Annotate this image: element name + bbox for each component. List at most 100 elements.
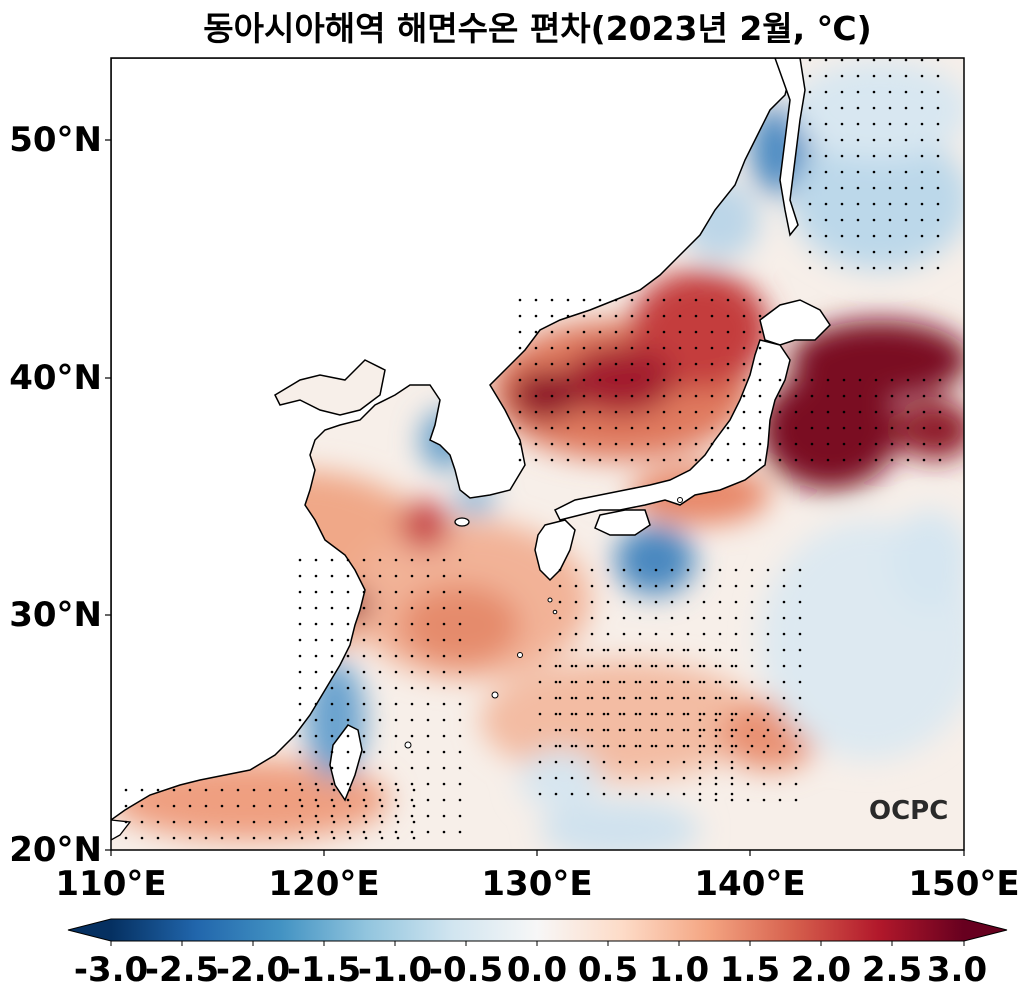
stipple-dot: [410, 670, 414, 674]
stipple-dot: [766, 632, 770, 636]
stipple-dot: [906, 426, 910, 430]
stipple-dot: [346, 670, 350, 674]
stipple-dot: [426, 638, 430, 642]
stipple-dot: [766, 712, 770, 716]
stipple-dot: [442, 686, 446, 690]
stipple-dot: [782, 632, 786, 636]
stipple-dot: [378, 638, 382, 642]
stipple-dot: [378, 718, 382, 722]
stipple-dot: [590, 600, 594, 604]
stipple-dot: [762, 766, 766, 770]
stipple-dot: [316, 820, 320, 824]
stipple-dot: [634, 728, 638, 732]
stipple-dot: [726, 394, 730, 398]
stipple-dot: [936, 186, 940, 190]
stipple-dot: [622, 680, 626, 684]
stipple-dot: [938, 458, 942, 462]
stipple-dot: [666, 648, 670, 652]
stipple-dot: [378, 622, 382, 626]
stipple-dot: [554, 760, 558, 764]
stipple-dot: [602, 664, 606, 668]
stipple-dot: [618, 760, 622, 764]
stipple-dot: [694, 410, 698, 414]
stipple-dot: [670, 712, 674, 716]
stipple-dot: [794, 410, 798, 414]
stipple-dot: [300, 788, 304, 792]
stipple-dot: [646, 298, 650, 302]
stipple-dot: [646, 442, 650, 446]
stipple-dot: [794, 734, 798, 738]
stipple-dot: [458, 638, 462, 642]
stipple-dot: [666, 776, 670, 780]
stipple-dot: [638, 584, 642, 588]
stipple-dot: [808, 58, 812, 62]
stipple-dot: [798, 664, 802, 668]
stipple-dot: [590, 648, 594, 652]
stipple-dot: [638, 648, 642, 652]
stipple-dot: [904, 266, 908, 270]
stipple-dot: [686, 680, 690, 684]
stipple-dot: [550, 394, 554, 398]
stipple-dot: [590, 568, 594, 572]
land-masses: [111, 58, 831, 841]
stipple-dot: [782, 728, 786, 732]
stipple-dot: [554, 776, 558, 780]
stipple-dot: [566, 346, 570, 350]
stipple-dot: [394, 798, 398, 802]
stipple-dot: [808, 170, 812, 174]
colorbar-tick: 1.5: [719, 950, 781, 990]
stipple-dot: [630, 442, 634, 446]
stipple-dot: [826, 410, 830, 414]
stipple-dot: [686, 728, 690, 732]
stipple-dot: [682, 776, 686, 780]
stipple-dot: [778, 426, 782, 430]
stipple-dot: [140, 836, 144, 840]
stipple-dot: [550, 330, 554, 334]
stipple-dot: [634, 664, 638, 668]
lat-tick-50n: 50°N: [9, 120, 102, 160]
stipple-dot: [574, 616, 578, 620]
stipple-dot: [662, 410, 666, 414]
stipple-dot: [904, 234, 908, 238]
stipple-dot: [920, 202, 924, 206]
stipple-dot: [606, 744, 610, 748]
stipple-dot: [718, 712, 722, 716]
stipple-dot: [654, 744, 658, 748]
stipple-dot: [936, 154, 940, 158]
stipple-dot: [710, 314, 714, 318]
stipple-dot: [618, 744, 622, 748]
stipple-dot: [646, 362, 650, 366]
stipple-dot: [252, 788, 256, 792]
stipple-dot: [646, 346, 650, 350]
stipple-dot: [686, 648, 690, 652]
stipple-dot: [442, 638, 446, 642]
stipple-dot: [670, 648, 674, 652]
stipple-dot: [840, 58, 844, 62]
stipple-dot: [566, 426, 570, 430]
stipple-dot: [590, 712, 594, 716]
stipple-dot: [590, 728, 594, 732]
stipple-dot: [590, 744, 594, 748]
stipple-dot: [686, 664, 690, 668]
stipple-dot: [702, 680, 706, 684]
stipple-dot: [650, 728, 654, 732]
stipple-dot: [710, 458, 714, 462]
stipple-dot: [906, 442, 910, 446]
stipple-dot: [618, 648, 622, 652]
stipple-dot: [426, 734, 430, 738]
stipple-dot: [824, 218, 828, 222]
stipple-dot: [394, 622, 398, 626]
stipple-dot: [702, 616, 706, 620]
stipple-dot: [332, 804, 336, 808]
stipple-dot: [630, 298, 634, 302]
stipple-dot: [622, 664, 626, 668]
stipple-dot: [938, 426, 942, 430]
stipple-dot: [602, 792, 606, 796]
stipple-dot: [666, 728, 670, 732]
stipple-dot: [856, 154, 860, 158]
stipple-dot: [614, 442, 618, 446]
stipple-dot: [938, 394, 942, 398]
stipple-dot: [630, 362, 634, 366]
stipple-dot: [750, 568, 754, 572]
stipple-dot: [554, 712, 558, 716]
